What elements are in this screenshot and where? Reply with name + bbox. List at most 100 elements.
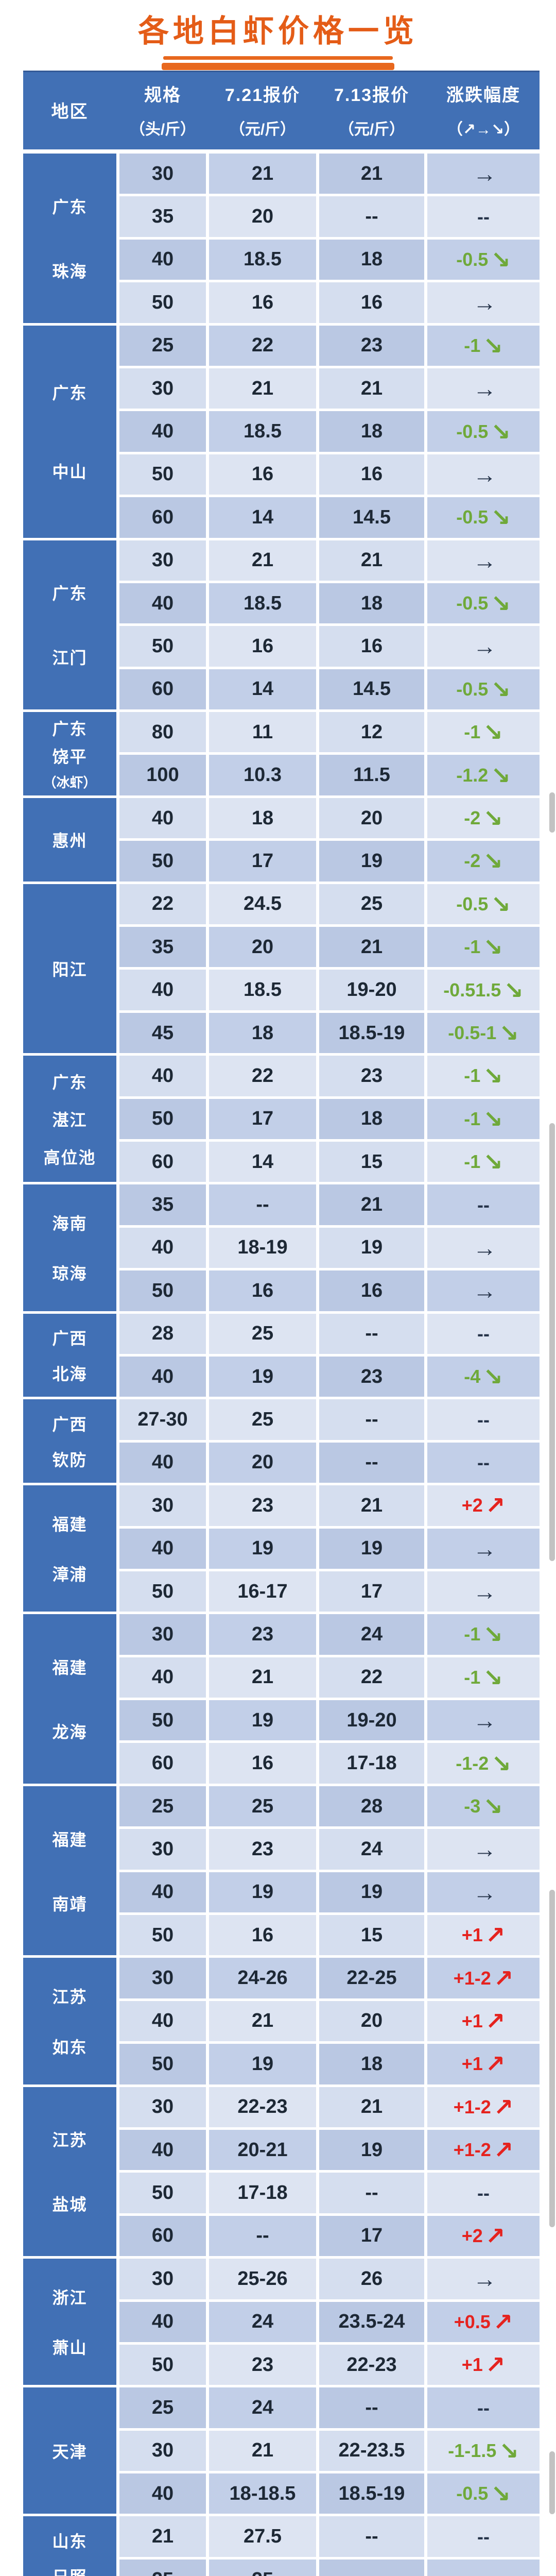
spec-cell: 30	[119, 1614, 206, 1655]
change-cell: +1-2 ↗	[427, 2129, 540, 2171]
down-arrow-icon: ↘	[483, 805, 503, 832]
up-arrow-icon: ↗	[493, 2137, 514, 2164]
price-721-cell: 23	[209, 1485, 316, 1526]
page-title: 各地白虾价格一览	[138, 14, 418, 48]
change-value: --	[477, 2526, 490, 2547]
flat-arrow-icon: →	[473, 289, 497, 316]
change-cell: →	[427, 1700, 540, 1741]
region-label-line: 盐城	[52, 2195, 88, 2214]
change-cell: --	[427, 196, 540, 237]
price-721-cell: 19	[209, 1528, 316, 1569]
price-713-cell: 17	[319, 2215, 424, 2257]
change-value: +1	[461, 2010, 483, 2031]
change-value: +1-2	[453, 2096, 491, 2117]
region-label-line: 广西	[52, 1329, 88, 1348]
region-cell: 广东 湛江 高位池	[23, 1056, 116, 1182]
price-721-cell: 23	[209, 1614, 316, 1655]
region-label-line: 珠海	[52, 262, 88, 281]
price-713-cell: 25	[319, 884, 424, 925]
price-713-cell: 20	[319, 2001, 424, 2042]
spec-cell: 30	[119, 2430, 206, 2471]
price-713-cell: --	[319, 2387, 424, 2428]
spec-cell: 40	[119, 1227, 206, 1268]
change-cell: -1-2 ↘	[427, 1743, 540, 1784]
region-label-line: 江门	[52, 649, 88, 668]
price-721-cell: 18.5	[209, 970, 316, 1010]
region-cell: 广西 北海	[23, 1313, 116, 1397]
change-value: -0.5	[456, 420, 489, 442]
region-label-line: 广西	[52, 1415, 88, 1434]
change-value: -4	[464, 1366, 481, 1387]
spec-cell: 60	[119, 1141, 206, 1182]
scrollbar-thumb[interactable]	[549, 1890, 555, 2227]
change-cell: -2 ↘	[427, 841, 540, 882]
scrollbar-thumb[interactable]	[549, 2451, 555, 2514]
price-713-cell: 20	[319, 798, 424, 839]
price-713-cell: 19-20	[319, 970, 424, 1010]
price-721-cell: 22	[209, 325, 316, 366]
spec-cell: 27-30	[119, 1399, 206, 1440]
price-713-cell: 21	[319, 2087, 424, 2127]
price-721-cell: 20	[209, 927, 316, 968]
spec-cell: 40	[119, 1872, 206, 1913]
header-price-713: 7.13报价 （元/斤）	[319, 71, 424, 149]
change-cell: →	[427, 2259, 540, 2299]
down-arrow-icon: ↘	[483, 1621, 503, 1648]
scrollbar-thumb[interactable]	[549, 1123, 555, 1561]
spec-cell: 60	[119, 669, 206, 710]
region-label-line: 广东	[52, 584, 88, 603]
spec-cell: 30	[119, 154, 206, 194]
price-721-cell: 27.5	[209, 2516, 316, 2557]
region-label-line: 广东	[52, 197, 88, 216]
price-713-cell: 24	[319, 1829, 424, 1870]
change-value: --	[477, 206, 490, 227]
spec-cell: 40	[119, 411, 206, 452]
price-721-cell: 18	[209, 1012, 316, 1054]
price-721-cell: --	[209, 1184, 316, 1225]
spec-cell: 100	[119, 755, 206, 795]
change-cell: -1 ↘	[427, 1141, 540, 1182]
region-label-line: 日照	[52, 2564, 87, 2576]
change-cell: -2 ↘	[427, 798, 540, 839]
down-arrow-icon: ↘	[483, 719, 503, 746]
flat-arrow-icon: →	[473, 1578, 497, 1605]
region-label-line: 福建	[52, 1515, 88, 1534]
change-cell: -1 ↘	[427, 325, 540, 366]
spec-cell: 50	[119, 626, 206, 667]
price-713-cell: 21	[319, 540, 424, 581]
price-713-cell: 16	[319, 282, 424, 323]
change-value: --	[477, 2569, 490, 2576]
change-cell: -1 ↘	[427, 927, 540, 968]
spec-cell: 28	[119, 1313, 206, 1354]
price-713-cell: 23	[319, 1356, 424, 1397]
price-721-cell: 23	[209, 2344, 316, 2385]
scrollbar-thumb[interactable]	[549, 792, 555, 833]
down-arrow-icon: ↘	[483, 1793, 503, 1820]
spec-cell: 40	[119, 1528, 206, 1569]
price-721-cell: 11	[209, 712, 316, 753]
flat-arrow-icon: →	[473, 375, 497, 402]
header-price-713-unit: （元/斤）	[338, 121, 405, 138]
price-721-cell: 16	[209, 454, 316, 495]
spec-cell: 50	[119, 841, 206, 882]
change-value: -1	[464, 1151, 481, 1173]
spec-cell: 60	[119, 2215, 206, 2257]
region-label-line: 江苏	[52, 1988, 88, 2007]
spec-cell: 30	[119, 2259, 206, 2299]
change-cell: -4 ↘	[427, 1356, 540, 1397]
change-cell: -1 ↘	[427, 1098, 540, 1139]
flat-arrow-icon: →	[473, 1878, 497, 1906]
region-label-line: 龙海	[52, 1722, 88, 1741]
price-713-cell: 15	[319, 1915, 424, 1956]
change-cell: -0.5 ↘	[427, 497, 540, 538]
spec-cell: 40	[119, 2001, 206, 2042]
region-label-line: 广东	[52, 384, 88, 403]
down-arrow-icon: ↘	[499, 1020, 519, 1046]
spec-cell: 40	[119, 1356, 206, 1397]
change-value: -0.5	[456, 592, 489, 614]
change-cell: →	[427, 1227, 540, 1268]
region-label-line: 萧山	[52, 2338, 88, 2358]
change-cell: +1 ↗	[427, 2344, 540, 2385]
change-cell: --	[427, 2173, 540, 2213]
